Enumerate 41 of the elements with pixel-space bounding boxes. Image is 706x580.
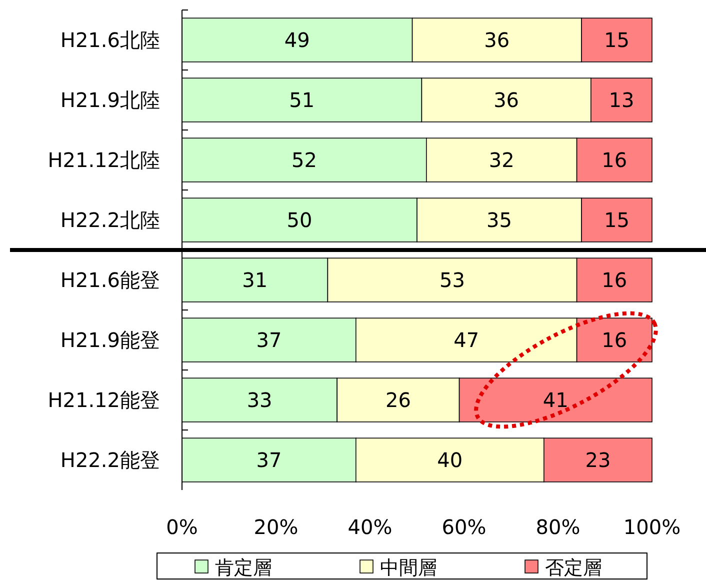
data-label: 32 [488,148,514,172]
data-label: 15 [604,208,630,232]
y-tick-label: H22.2北陸 [60,208,160,232]
x-tick-label: 40% [348,515,392,540]
legend-label: 肯定層 [215,556,272,579]
data-label: 40 [437,448,463,472]
data-label: 35 [486,208,512,232]
y-tick-label: H21.6北陸 [60,28,160,52]
data-label: 41 [542,388,568,412]
data-label: 16 [602,148,628,172]
x-tick-label: 60% [442,515,486,540]
data-label: 49 [284,28,310,52]
data-label: 52 [291,148,317,172]
y-tick-label: H21.9北陸 [60,88,160,112]
y-tick-label: H22.2能登 [60,448,160,472]
x-tick-label: 80% [536,515,580,540]
data-label: 36 [494,88,520,112]
data-label: 13 [608,88,634,112]
y-tick-label: H21.6能登 [60,268,160,292]
legend-label: 否定層 [545,556,602,579]
x-tick-label: 20% [254,515,298,540]
data-label: 36 [484,28,510,52]
data-label: 37 [256,448,282,472]
data-label: 26 [385,388,411,412]
data-label: 51 [289,88,315,112]
data-label: 53 [440,268,465,292]
data-label: 15 [604,28,630,52]
legend-label: 中間層 [380,556,437,579]
y-tick-label: H21.12北陸 [48,148,160,172]
data-label: 37 [256,328,282,352]
y-tick-label: H21.9能登 [60,328,160,352]
data-label: 16 [602,328,628,352]
data-label: 23 [585,448,611,472]
data-label: 50 [286,208,312,232]
data-label: 31 [242,268,268,292]
data-label: 16 [602,268,628,292]
x-tick-label: 100% [623,515,681,540]
y-tick-label: H21.12能登 [48,388,160,412]
x-tick-label: 0% [166,515,198,540]
data-label: 33 [246,388,272,412]
data-label: 47 [454,328,480,352]
